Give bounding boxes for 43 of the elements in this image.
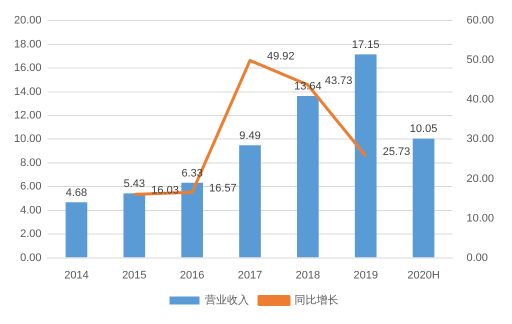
bar	[66, 202, 88, 258]
y2-tick-label: 40.00	[466, 94, 494, 106]
y-tick-label: 12.00	[14, 110, 42, 122]
y-tick-label: 16.00	[14, 62, 42, 74]
y-tick-label: 2.00	[20, 228, 42, 240]
bar	[123, 193, 146, 258]
x-tick-label: 2016	[180, 269, 204, 282]
x-tick-label: 2017	[238, 269, 262, 282]
bar	[354, 54, 377, 258]
y2-tick-label: 0.00	[466, 252, 488, 264]
bar	[412, 138, 434, 258]
y-tick-label: 0.00	[20, 252, 42, 264]
y2-tick-label: 60.00	[466, 14, 494, 27]
x-tick-label: 2019	[353, 269, 378, 282]
x-tick-label: 2018	[296, 269, 320, 282]
y-tick-label: 4.00	[20, 204, 42, 216]
y-tick-label: 6.00	[20, 180, 42, 193]
data-label: 5.43	[124, 178, 146, 190]
data-label: 4.68	[66, 186, 88, 199]
y-tick-label: 20.00	[14, 14, 42, 27]
y2-tick-label: 50.00	[466, 54, 494, 66]
y2-tick-label: 20.00	[466, 172, 494, 185]
bar	[181, 182, 203, 258]
data-label: 17.15	[352, 38, 380, 51]
y-tick-label: 10.00	[14, 133, 42, 146]
y2-tick-label: 10.00	[466, 212, 494, 224]
data-label: 10.05	[410, 123, 438, 136]
y-tick-label: 18.00	[14, 38, 42, 50]
x-tick-label: 2014	[64, 269, 89, 282]
bar	[239, 145, 261, 258]
bar	[297, 96, 319, 258]
y2-tick-label: 30.00	[466, 133, 494, 146]
legend-label: 同比增长	[294, 294, 338, 307]
x-tick-label: 2020H	[407, 269, 440, 282]
data-label: 43.73	[324, 74, 352, 87]
y-tick-label: 14.00	[14, 86, 42, 98]
data-label: 9.49	[239, 130, 261, 142]
data-label: 25.73	[382, 146, 410, 158]
data-label: 16.57	[209, 182, 237, 194]
y-tick-label: 8.00	[20, 156, 42, 169]
data-label: 49.92	[267, 50, 295, 62]
legend-label: 营业收入	[205, 294, 249, 307]
x-tick-label: 2015	[122, 269, 147, 282]
